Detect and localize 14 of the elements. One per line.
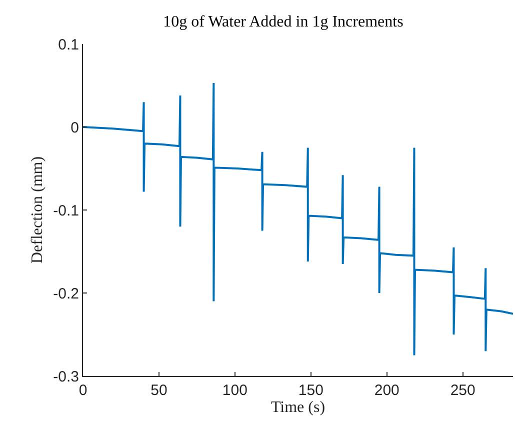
chart-title: 10g of Water Added in 1g Increments: [163, 13, 404, 30]
x-tick-label: 150: [298, 382, 324, 399]
x-axis-title: Time (s): [270, 399, 326, 416]
y-tick-label: 0.1: [58, 36, 79, 54]
x-tick-label: 200: [374, 382, 400, 399]
y-axis-title: Deflection (mm): [29, 156, 46, 264]
x-tick-label: 100: [222, 382, 248, 399]
y-tick-label: -0.2: [53, 285, 79, 302]
x-tick-label: 50: [150, 382, 168, 399]
y-tick-label: -0.3: [53, 368, 79, 386]
y-tick-label: 0: [70, 119, 79, 136]
x-tick-label: 250: [450, 382, 476, 399]
y-tick-label: -0.1: [53, 202, 79, 220]
line-series: [83, 82, 513, 356]
